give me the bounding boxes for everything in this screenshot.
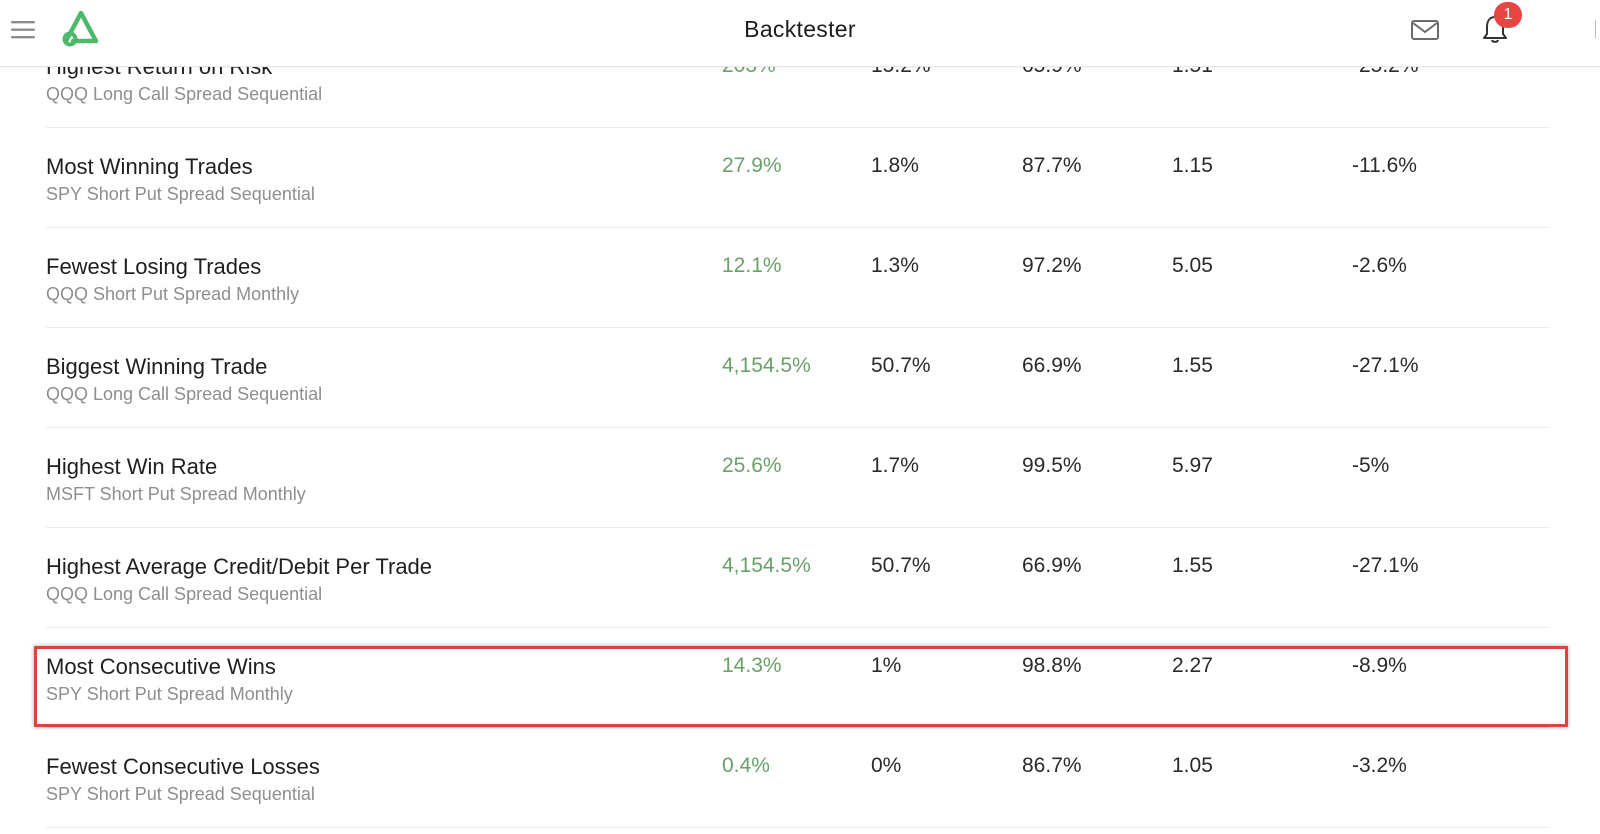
- ratio-value: 1.15: [1172, 154, 1213, 177]
- drawdown-value: -2.6%: [1352, 254, 1407, 277]
- strategy-name: Highest Win Rate: [46, 454, 218, 479]
- win-rate-value: 66.9%: [1022, 354, 1082, 377]
- ratio-value: 1.55: [1172, 354, 1213, 377]
- win-rate-value: 99.5%: [1022, 454, 1082, 477]
- avg-return-value: 1.3%: [871, 254, 919, 277]
- notification-badge[interactable]: 1: [1494, 2, 1522, 28]
- strategy-subtitle: SPY Short Put Spread Monthly: [46, 684, 293, 704]
- ratio-value: 5.05: [1172, 254, 1213, 277]
- table-row-highlighted[interactable]: Most Consecutive Wins SPY Short Put Spre…: [46, 628, 1550, 728]
- window-edge-divider: [1595, 20, 1596, 38]
- win-rate-value: 86.7%: [1022, 754, 1082, 777]
- return-value: 4,154.5%: [722, 354, 811, 377]
- return-value: 0.4%: [722, 754, 770, 777]
- return-value: 12.1%: [722, 254, 782, 277]
- strategy-subtitle: MSFT Short Put Spread Monthly: [46, 484, 306, 504]
- win-rate-value: 87.7%: [1022, 154, 1082, 177]
- drawdown-value: -8.9%: [1352, 654, 1407, 677]
- strategy-name: Most Consecutive Wins: [46, 654, 276, 679]
- strategy-name: Highest Average Credit/Debit Per Trade: [46, 554, 433, 579]
- table-row[interactable]: Highest Average Credit/Debit Per Trade Q…: [46, 528, 1550, 628]
- ratio-value: 1.05: [1172, 754, 1213, 777]
- table-row[interactable]: Fewest Consecutive Losses SPY Short Put …: [46, 728, 1550, 828]
- avg-return-value: 1.7%: [871, 454, 919, 477]
- drawdown-value: -5%: [1352, 454, 1390, 477]
- return-value: 27.9%: [722, 154, 782, 177]
- hamburger-menu-icon[interactable]: [10, 17, 36, 43]
- drawdown-value: -27.1%: [1352, 354, 1419, 377]
- strategy-name: Biggest Winning Trade: [46, 354, 268, 379]
- win-rate-value: 66.9%: [1022, 554, 1082, 577]
- avg-return-value: 1%: [871, 654, 902, 677]
- app-logo-icon[interactable]: [60, 10, 102, 48]
- top-navigation-bar: Backtester 1: [0, 0, 1600, 67]
- table-row[interactable]: Fewest Losing Trades QQQ Short Put Sprea…: [46, 228, 1550, 328]
- avg-return-value: 0%: [871, 754, 902, 777]
- strategy-subtitle: QQQ Long Call Spread Sequential: [46, 84, 323, 104]
- strategy-subtitle: QQQ Short Put Spread Monthly: [46, 284, 300, 304]
- drawdown-value: -3.2%: [1352, 754, 1407, 777]
- return-value: 14.3%: [722, 654, 782, 677]
- ratio-value: 1.55: [1172, 554, 1213, 577]
- avg-return-value: 50.7%: [871, 354, 931, 377]
- drawdown-value: -27.1%: [1352, 554, 1419, 577]
- strategy-subtitle: QQQ Long Call Spread Sequential: [46, 384, 323, 404]
- page-title: Backtester: [744, 16, 856, 42]
- drawdown-value: -11.6%: [1352, 154, 1417, 177]
- avg-return-value: 1.8%: [871, 154, 919, 177]
- table-row[interactable]: Highest Win Rate MSFT Short Put Spread M…: [46, 428, 1550, 528]
- strategy-subtitle: SPY Short Put Spread Sequential: [46, 784, 315, 804]
- return-value: 4,154.5%: [722, 554, 811, 577]
- win-rate-value: 97.2%: [1022, 254, 1082, 277]
- strategy-subtitle: QQQ Long Call Spread Sequential: [46, 584, 323, 604]
- strategy-name: Fewest Consecutive Losses: [46, 754, 320, 779]
- mail-icon[interactable]: [1410, 17, 1440, 43]
- strategy-subtitle: SPY Short Put Spread Sequential: [46, 184, 315, 204]
- strategy-name: Fewest Losing Trades: [46, 254, 262, 279]
- table-row[interactable]: Biggest Winning Trade QQQ Long Call Spre…: [46, 328, 1550, 428]
- ratio-value: 5.97: [1172, 454, 1213, 477]
- win-rate-value: 98.8%: [1022, 654, 1082, 677]
- table-row[interactable]: Most Winning Trades SPY Short Put Spread…: [46, 128, 1550, 228]
- avg-return-value: 50.7%: [871, 554, 931, 577]
- ratio-value: 2.27: [1172, 654, 1213, 677]
- strategy-name: Most Winning Trades: [46, 154, 253, 179]
- return-value: 25.6%: [722, 454, 782, 477]
